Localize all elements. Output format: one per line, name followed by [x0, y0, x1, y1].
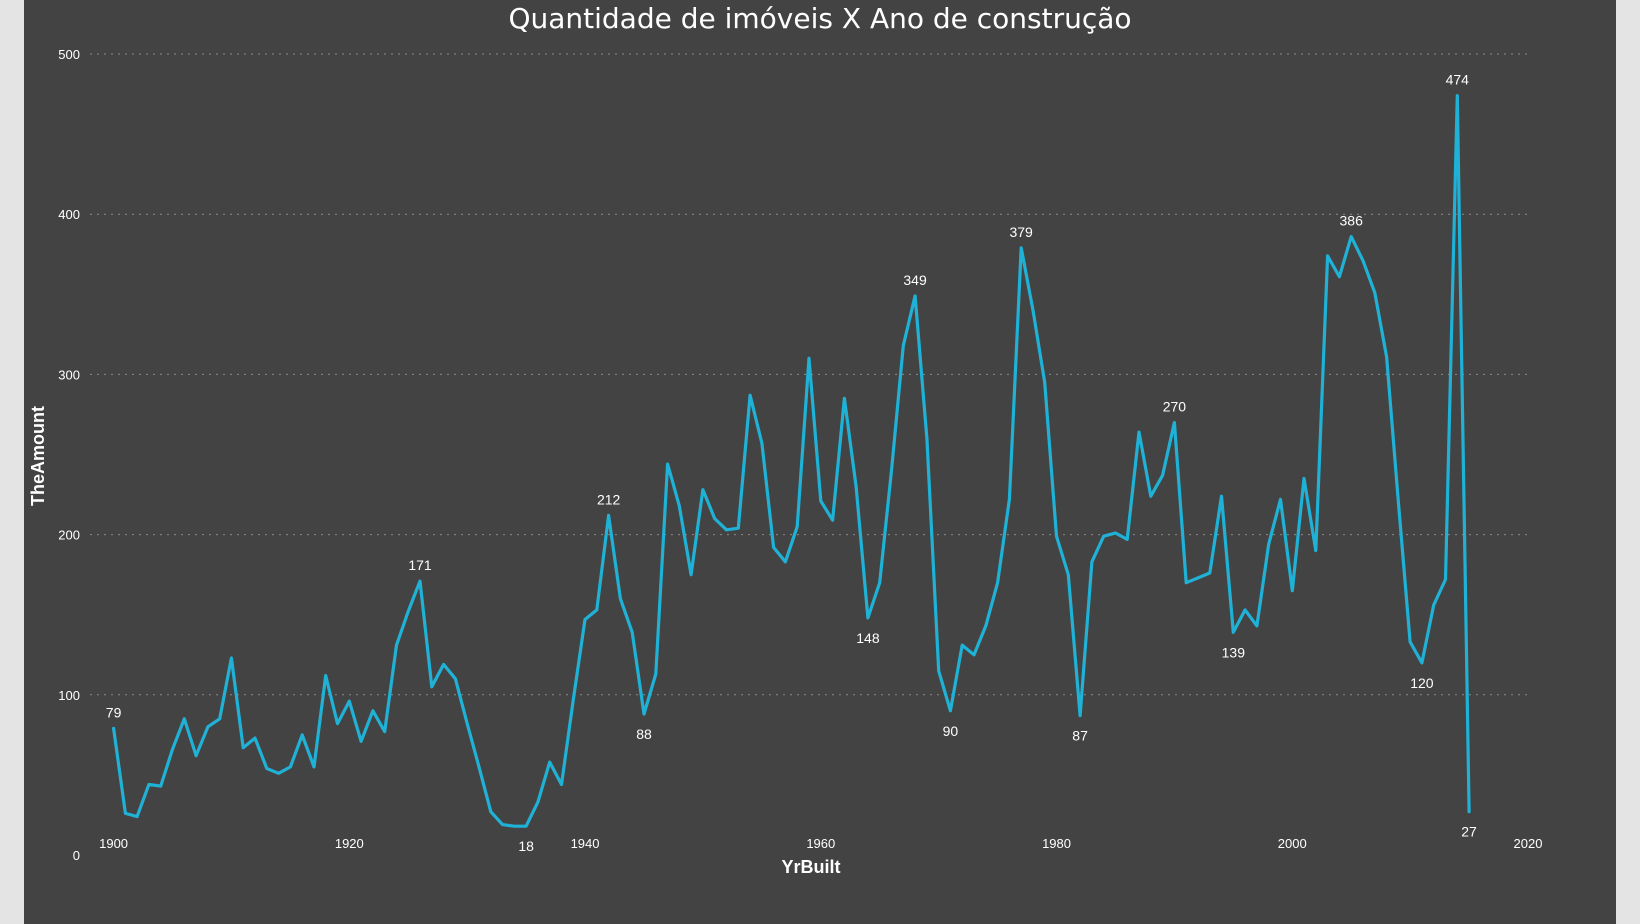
data-labels: 79 171 18 212 88 148 349 90 379 87 270 139 386 120 474…: [106, 72, 1477, 855]
y-tick-label: 0: [73, 848, 80, 863]
x-tick-label: 1940: [571, 836, 600, 851]
data-label: 474: [1446, 72, 1470, 88]
series-line: [111, 94, 1471, 828]
background-wall-left: [0, 0, 24, 924]
background-wall-right: [1616, 0, 1640, 924]
series-layer: [111, 94, 1471, 828]
data-label: 386: [1340, 213, 1364, 229]
y-tick-label: 500: [58, 47, 80, 62]
line-chart: 0 100 200 300 400 500 1900 1920 1940 1960 1980 200…: [28, 47, 1542, 877]
x-tick-label: 1980: [1042, 836, 1071, 851]
data-label: 120: [1410, 675, 1434, 691]
data-label: 270: [1163, 398, 1187, 414]
x-tick-label: 1900: [99, 836, 128, 851]
data-label: 349: [903, 272, 927, 288]
data-label: 379: [1009, 224, 1033, 240]
data-label: 90: [943, 723, 959, 739]
y-axis-title: TheAmount: [28, 406, 48, 506]
data-label: 171: [408, 557, 432, 573]
y-tick-label: 100: [58, 688, 80, 703]
x-tick-label: 2000: [1278, 836, 1307, 851]
data-label: 87: [1072, 728, 1088, 744]
data-label: 148: [856, 630, 880, 646]
y-tick-label: 200: [58, 528, 80, 543]
y-tick-label: 400: [58, 207, 80, 222]
data-label: 139: [1222, 644, 1246, 660]
chart-panel: Quantidade de imóveis X Ano de construçã…: [24, 0, 1616, 924]
x-tick-label: 2020: [1514, 836, 1543, 851]
x-axis-ticks: 1900 1920 1940 1960 1980 2000 2020: [99, 836, 1542, 851]
x-tick-label: 1960: [806, 836, 835, 851]
data-label: 27: [1461, 824, 1477, 840]
data-label: 212: [597, 491, 621, 507]
x-axis-title: YrBuilt: [781, 857, 840, 877]
data-label: 79: [106, 704, 122, 720]
x-tick-label: 1920: [335, 836, 364, 851]
chart-title: Quantidade de imóveis X Ano de construçã…: [508, 2, 1132, 35]
data-label: 18: [518, 838, 534, 854]
y-tick-label: 300: [58, 367, 80, 382]
data-label: 88: [636, 726, 652, 742]
y-axis-ticks: 0 100 200 300 400 500: [58, 47, 80, 863]
